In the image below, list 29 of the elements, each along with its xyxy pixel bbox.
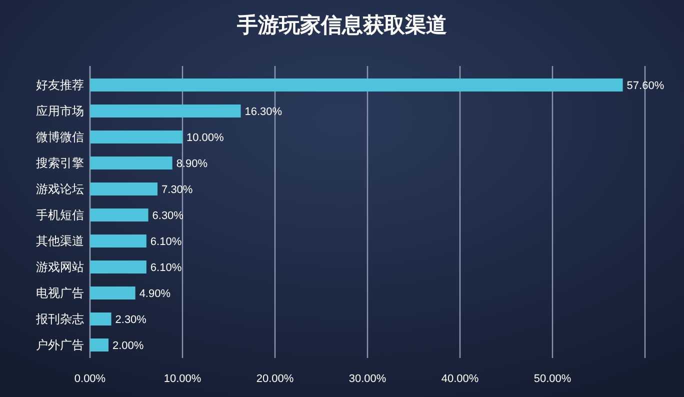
y-tick-label: 报刊杂志 [35, 312, 84, 326]
y-tick-label: 电视广告 [36, 286, 84, 300]
data-label: 8.90% [176, 158, 208, 170]
data-label: 6.10% [150, 262, 182, 274]
data-label: 2.30% [115, 314, 147, 326]
x-tick-label: 50.00% [534, 373, 572, 385]
x-tick-label: 40.00% [441, 373, 479, 385]
data-label: 4.90% [139, 288, 171, 300]
y-tick-label: 其他渠道 [36, 234, 84, 248]
data-label: 6.10% [150, 236, 182, 248]
x-tick-label: 10.00% [164, 373, 202, 385]
data-label: 10.00% [186, 132, 224, 144]
data-label: 16.30% [244, 106, 282, 118]
chart-title: 手游玩家信息获取渠道 [236, 13, 447, 37]
data-label: 7.30% [162, 184, 193, 196]
x-tick-label: 20.00% [256, 373, 294, 385]
y-tick-label: 户外广告 [36, 338, 84, 352]
data-label: 6.30% [152, 210, 184, 222]
data-label: 57.60% [626, 80, 664, 92]
y-tick-label: 游戏论坛 [36, 182, 84, 196]
y-tick-label: 搜索引擎 [36, 156, 84, 170]
data-label: 2.00% [112, 340, 144, 352]
x-tick-label: 30.00% [348, 373, 386, 385]
x-tick-label: 0.00% [74, 373, 106, 385]
y-tick-label: 好友推荐 [36, 78, 84, 92]
y-tick-label: 游戏网站 [36, 260, 84, 274]
y-tick-label: 应用市场 [36, 104, 84, 118]
y-tick-label: 微博微信 [36, 130, 84, 144]
y-tick-label: 手机短信 [36, 208, 84, 222]
